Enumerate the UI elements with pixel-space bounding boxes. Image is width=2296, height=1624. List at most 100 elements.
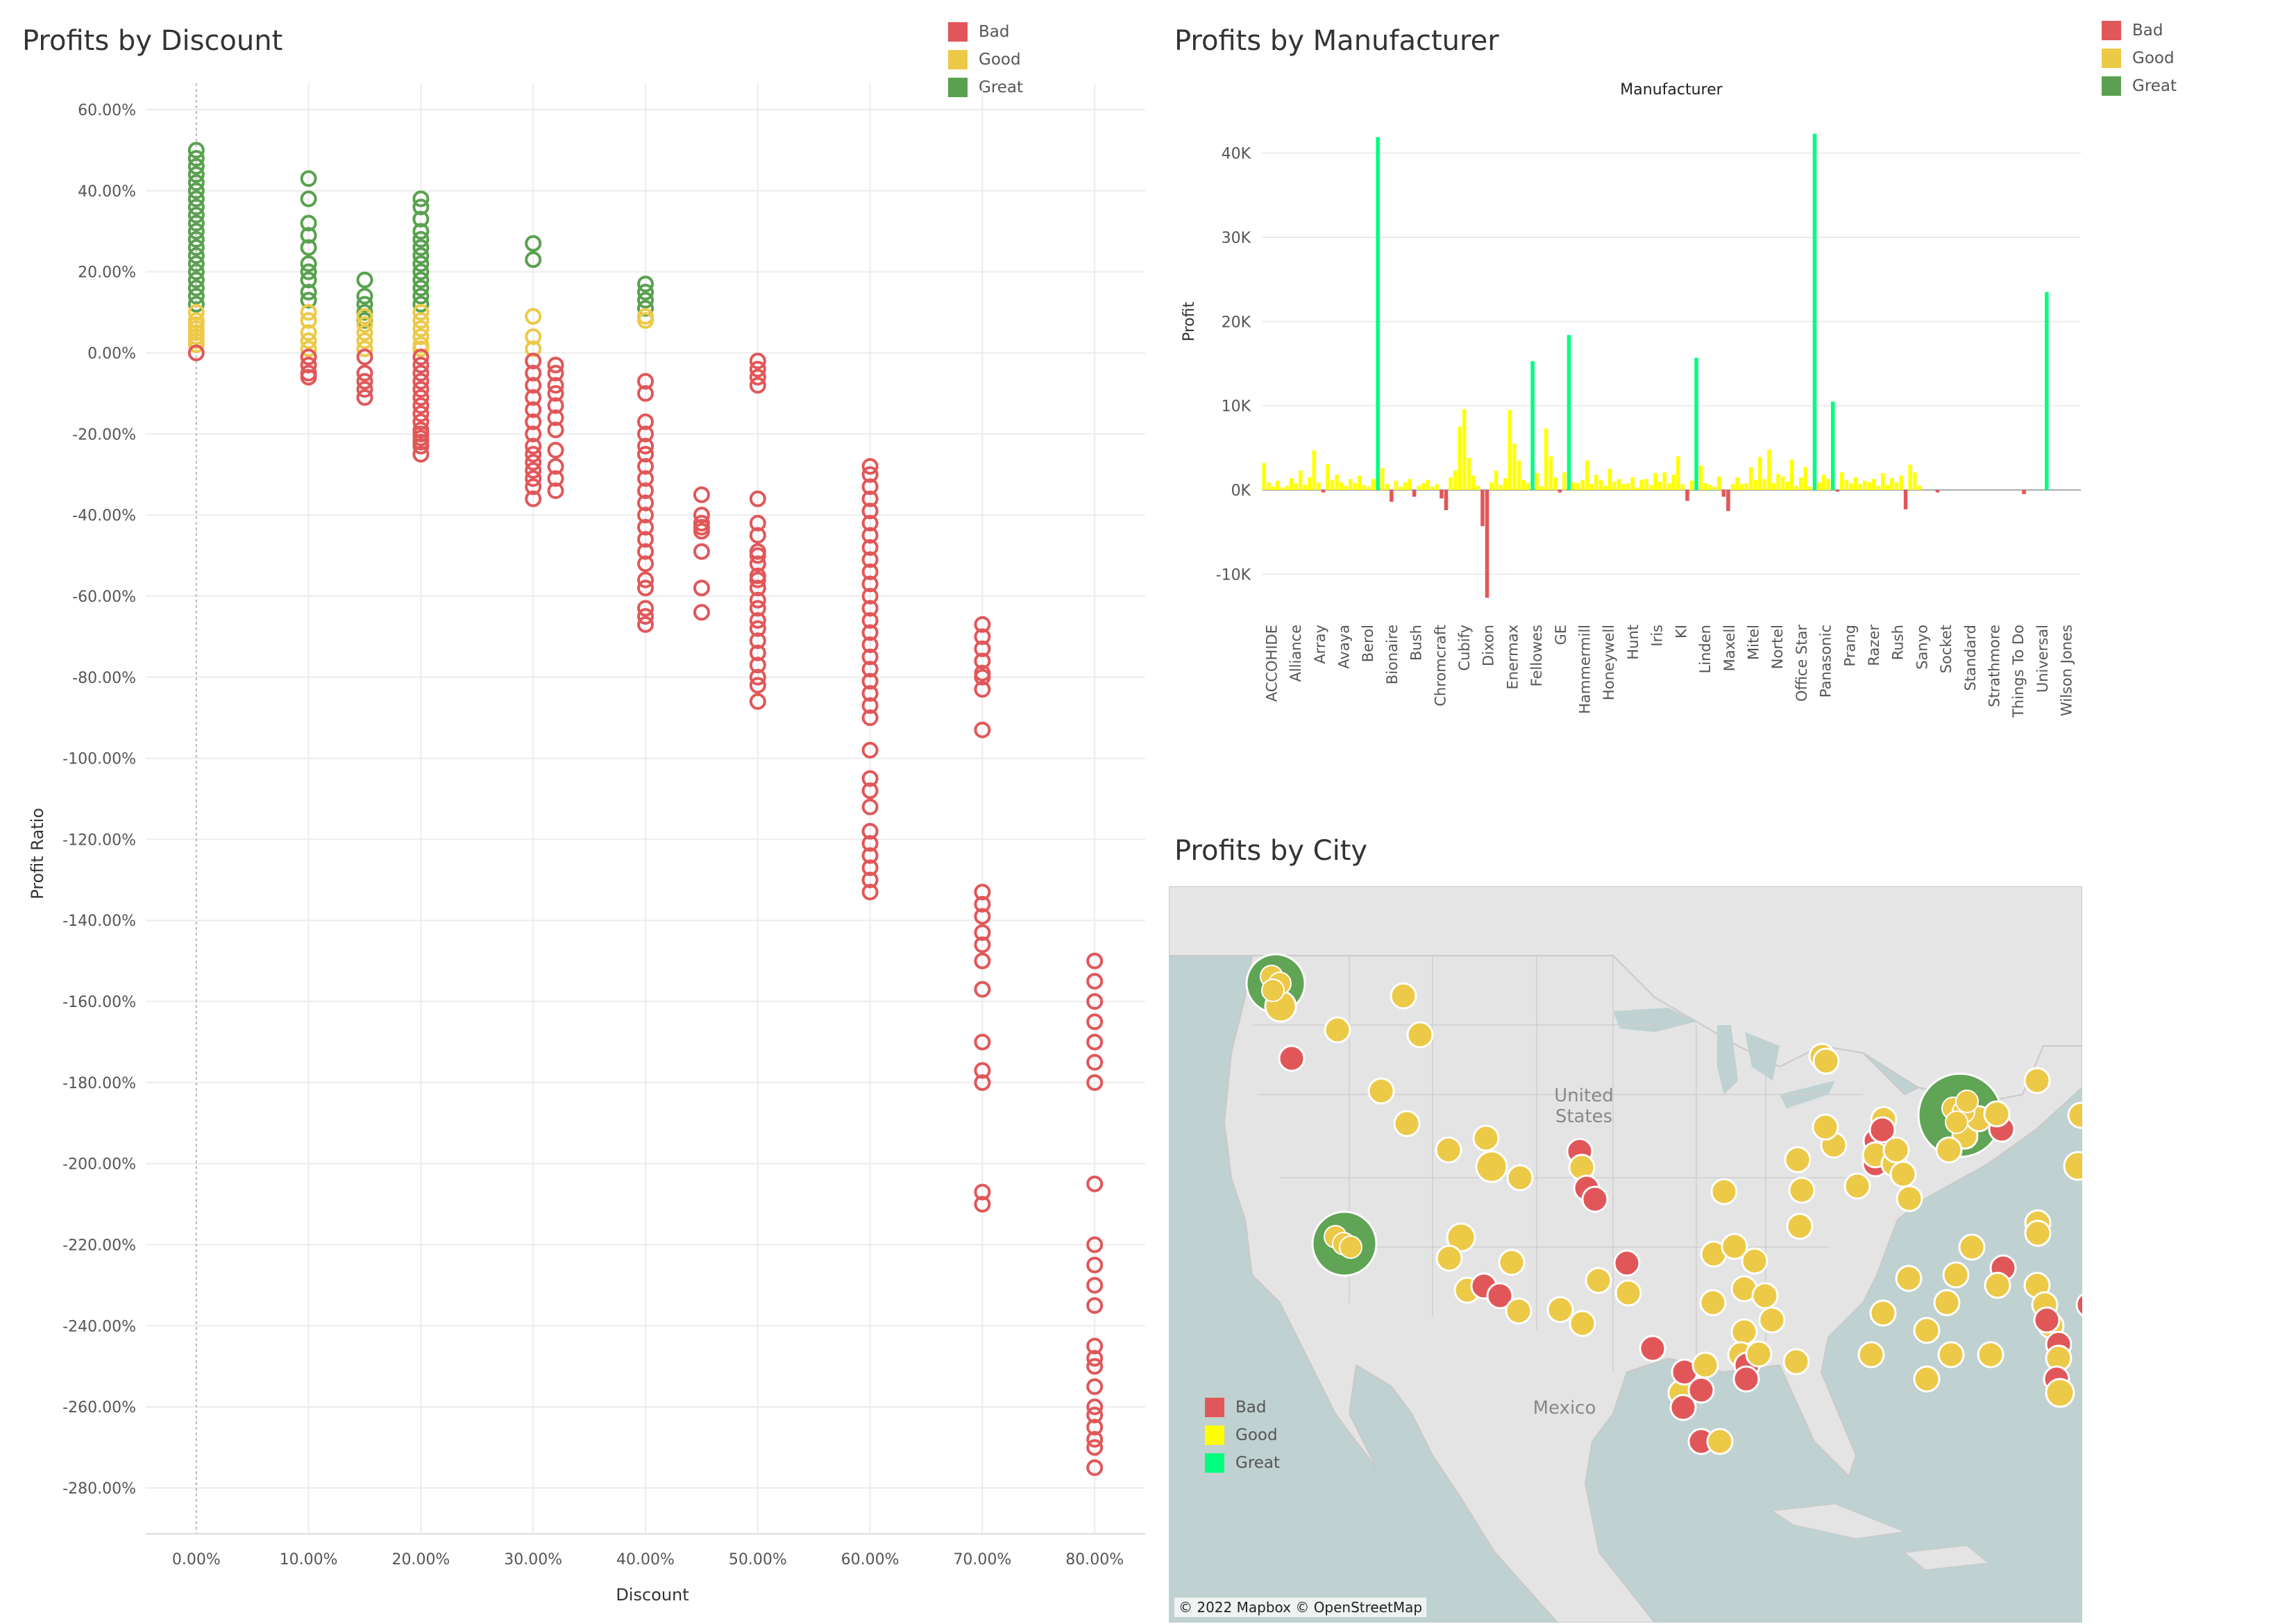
bar-good xyxy=(1280,487,1285,490)
y-tick-label: -120.00% xyxy=(62,831,136,849)
bar-good xyxy=(1330,480,1335,490)
scatter-point-good xyxy=(412,312,430,329)
y-tick-label: 40K xyxy=(1222,146,1251,163)
y-tick-label: -240.00% xyxy=(62,1318,136,1335)
legend-manufacturer: Bad Good Great xyxy=(2102,17,2177,100)
map-legend-item-good[interactable]: Good xyxy=(1205,1421,1280,1449)
scatter-point-bad xyxy=(1086,952,1104,970)
scatter-point-good xyxy=(412,328,430,346)
city-bubble-good xyxy=(1721,1233,1748,1260)
bar-good xyxy=(1849,483,1853,490)
legend-swatch-good xyxy=(2102,49,2121,68)
bar-good xyxy=(1499,484,1503,490)
scatter-point-bad xyxy=(749,632,766,650)
x-tick-label: Chromcraft xyxy=(1432,625,1449,707)
y-tick-label: -260.00% xyxy=(62,1399,136,1416)
bar-good xyxy=(1385,484,1390,490)
city-bubble-good xyxy=(1812,1113,1839,1141)
bar-good xyxy=(1867,482,1871,490)
scatter-point-bad xyxy=(525,389,542,406)
scatter-point-bad xyxy=(637,531,654,548)
scatter-point-great xyxy=(187,280,205,297)
bar-good xyxy=(1712,487,1717,490)
city-bubble-good xyxy=(1788,1176,1816,1204)
x-tick-label: 50.00% xyxy=(729,1551,787,1568)
scatter-point-bad xyxy=(412,389,430,406)
x-tick-label: 0.00% xyxy=(172,1551,221,1568)
bar-bad xyxy=(1685,490,1689,501)
scatter-point-great xyxy=(187,198,205,216)
scatter-point-bad xyxy=(637,555,654,573)
manufacturer-header: Manufacturer xyxy=(1620,81,1723,99)
legend-item-good[interactable]: Good xyxy=(2102,44,2177,72)
scatter-point-great xyxy=(637,291,654,309)
legend-label-good: Good xyxy=(979,51,1021,69)
bar-good xyxy=(1657,481,1662,490)
scatter-point-bad xyxy=(974,640,991,657)
scatter-point-great xyxy=(412,223,430,240)
city-bubble-good xyxy=(1913,1365,1941,1393)
bar-good xyxy=(1526,483,1530,490)
city-bubble-good xyxy=(1758,1306,1786,1334)
bar-good xyxy=(1689,480,1694,490)
scatter-point-bad xyxy=(1086,1378,1104,1395)
x-tick-label: Prang xyxy=(1841,625,1858,666)
city-bubble-bad xyxy=(2033,1306,2061,1334)
scatter-point-bad xyxy=(525,377,542,394)
scatter-point-bad xyxy=(637,437,654,455)
city-map-canvas[interactable]: United States Mexico xyxy=(1169,886,2082,1623)
scatter-point-bad xyxy=(861,847,879,864)
bar-good xyxy=(1794,485,1799,490)
scatter-point-bad xyxy=(412,381,430,398)
scatter-point-bad xyxy=(1086,1236,1104,1253)
bar-good xyxy=(1617,479,1621,490)
scatter-point-bad xyxy=(974,628,991,645)
map-legend-item-bad[interactable]: Bad xyxy=(1205,1394,1280,1421)
bar-good xyxy=(1676,456,1680,490)
scatter-point-good xyxy=(525,307,542,325)
city-map[interactable]: United States Mexico xyxy=(1169,886,2082,1623)
bar-bad xyxy=(1721,490,1726,497)
scatter-point-great xyxy=(187,239,205,256)
scatter-point-great xyxy=(187,142,205,159)
legend-item-great[interactable]: Great xyxy=(2102,72,2177,100)
scatter-point-great xyxy=(187,182,205,199)
bar-good xyxy=(1449,477,1453,490)
city-bubble-good xyxy=(1937,1341,1965,1369)
legend-item-good[interactable]: Good xyxy=(948,46,1023,74)
scatter-point-bad xyxy=(187,344,205,362)
y-tick-label: -220.00% xyxy=(62,1237,136,1255)
scatter-point-bad xyxy=(749,514,766,532)
city-bubble-good xyxy=(1710,1178,1738,1206)
scatter-point-bad xyxy=(974,668,991,686)
map-legend-item-great[interactable]: Great xyxy=(1205,1449,1280,1477)
bar-good xyxy=(1358,475,1362,490)
x-tick-label: Things To Do xyxy=(2010,625,2027,718)
map-legend-label-bad: Bad xyxy=(1235,1398,1267,1416)
city-bubble-good xyxy=(1786,1212,1814,1240)
bar-bad xyxy=(1726,490,1730,511)
bar-good xyxy=(1753,480,1758,490)
legend-item-great[interactable]: Great xyxy=(948,74,1023,101)
legend-item-bad[interactable]: Bad xyxy=(2102,17,2177,44)
scatter-point-bad xyxy=(861,478,879,496)
bar-good xyxy=(1267,482,1271,490)
scatter-point-bad xyxy=(974,652,991,670)
bar-good xyxy=(1644,479,1648,490)
cuba-island xyxy=(1771,1503,1906,1539)
legend-map: Bad Good Great xyxy=(1205,1394,1280,1477)
scatter-point-bad xyxy=(861,458,879,475)
scatter-point-bad xyxy=(749,677,766,694)
scatter-point-good xyxy=(187,336,205,353)
scatter-point-bad xyxy=(412,397,430,414)
x-tick-label: Berol xyxy=(1360,625,1376,662)
city-bubble-good xyxy=(1896,1185,1923,1212)
bar-good xyxy=(1571,482,1576,490)
scatter-point-great xyxy=(300,255,317,272)
map-credit: © 2022 Mapbox © OpenStreetMap xyxy=(1174,1598,1427,1617)
bar-good xyxy=(1799,477,1803,490)
x-tick-label: 10.00% xyxy=(280,1551,338,1568)
x-tick-label: Razer xyxy=(1866,625,1882,666)
scatter-point-bad xyxy=(974,681,991,698)
legend-item-bad[interactable]: Bad xyxy=(948,18,1023,46)
